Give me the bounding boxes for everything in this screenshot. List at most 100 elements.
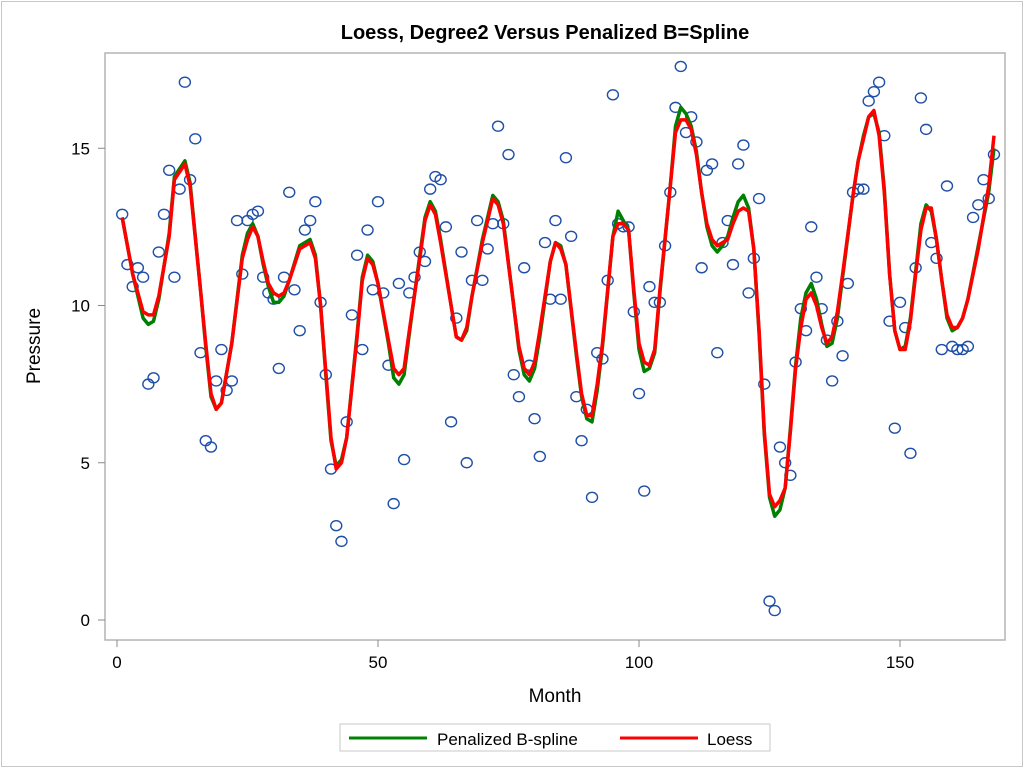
data-point (805, 221, 818, 233)
data-point (528, 413, 541, 425)
data-point (298, 224, 312, 236)
data-point (424, 183, 437, 195)
data-point (330, 519, 343, 532)
data-point (157, 208, 171, 220)
data-point (825, 375, 839, 387)
scatter-points (116, 60, 1001, 617)
data-point (309, 196, 322, 208)
data-point (476, 274, 489, 287)
fit-lines (120, 105, 996, 518)
data-point (575, 435, 588, 447)
data-point (705, 158, 719, 170)
data-point (606, 89, 620, 101)
data-point (204, 441, 218, 453)
x-axis: 0 50 100 150 (112, 640, 914, 672)
data-point (371, 196, 385, 208)
data-point (919, 123, 933, 136)
data-point (345, 309, 359, 321)
data-point (434, 173, 447, 186)
data-point (763, 595, 776, 607)
x-tick-label: 150 (886, 653, 914, 672)
x-tick-label: 100 (625, 653, 653, 672)
data-point (638, 485, 651, 497)
data-point (444, 416, 458, 428)
data-point (961, 340, 975, 353)
plot-area (104, 52, 1006, 641)
data-point (533, 450, 547, 463)
data-point (585, 491, 599, 504)
data-point (126, 280, 139, 293)
data-point (778, 457, 792, 469)
data-point (439, 221, 453, 233)
legend-label-loess: Loess (707, 730, 752, 749)
data-point (632, 387, 646, 400)
data-point (554, 293, 567, 305)
data-point (768, 604, 781, 617)
data-point (914, 92, 928, 104)
chart-title: Loess, Degree2 Versus Penalized B=Spline (341, 22, 750, 44)
data-point (350, 249, 364, 261)
data-point (356, 343, 369, 356)
data-point (731, 158, 745, 170)
data-point (392, 277, 406, 290)
data-point (147, 372, 160, 384)
data-point (752, 192, 766, 205)
data-point (872, 76, 886, 88)
data-point (674, 60, 687, 73)
data-point (758, 378, 771, 390)
data-point (564, 230, 578, 243)
y-tick-label: 15 (71, 139, 90, 158)
loess-line (120, 108, 996, 509)
data-point (283, 186, 296, 198)
data-point (293, 324, 306, 337)
data-point (502, 148, 515, 161)
data-point (303, 214, 317, 227)
data-point (162, 164, 176, 176)
data-point (836, 350, 849, 362)
data-point (559, 151, 573, 164)
data-point (711, 346, 724, 359)
data-point (893, 296, 907, 309)
data-point (470, 214, 484, 227)
data-point (481, 243, 494, 255)
data-point (643, 280, 656, 293)
data-point (460, 457, 473, 469)
data-point (972, 199, 985, 211)
y-axis-label: Pressure (24, 308, 45, 384)
y-tick-label: 10 (71, 297, 90, 316)
data-point (173, 183, 186, 195)
legend-label-spline: Penalized B-spline (437, 730, 578, 749)
data-point (288, 284, 301, 296)
data-point (726, 258, 740, 271)
data-point (857, 183, 870, 195)
data-point (251, 205, 265, 217)
data-point (455, 246, 468, 258)
data-point (888, 422, 901, 434)
data-point (366, 284, 379, 296)
data-point (230, 214, 244, 227)
data-point (377, 287, 390, 299)
data-point (189, 133, 202, 145)
legend: Penalized B-spline Loess (339, 723, 771, 752)
y-tick-label: 0 (81, 611, 90, 630)
data-point (450, 312, 463, 324)
data-point (215, 343, 228, 356)
x-axis-label: Month (529, 686, 582, 707)
data-point (935, 343, 948, 356)
data-point (940, 180, 954, 192)
data-point (862, 95, 875, 107)
data-point (168, 271, 181, 283)
x-tick-label: 0 (112, 653, 121, 672)
spline-line (120, 105, 996, 518)
data-point (773, 441, 787, 453)
data-point (695, 262, 708, 274)
data-point (512, 391, 526, 403)
data-point (397, 453, 411, 466)
data-point (517, 262, 531, 274)
y-axis: 0 5 10 15 (71, 139, 105, 630)
data-point (225, 375, 239, 387)
data-point (491, 120, 505, 132)
data-point (220, 384, 233, 397)
